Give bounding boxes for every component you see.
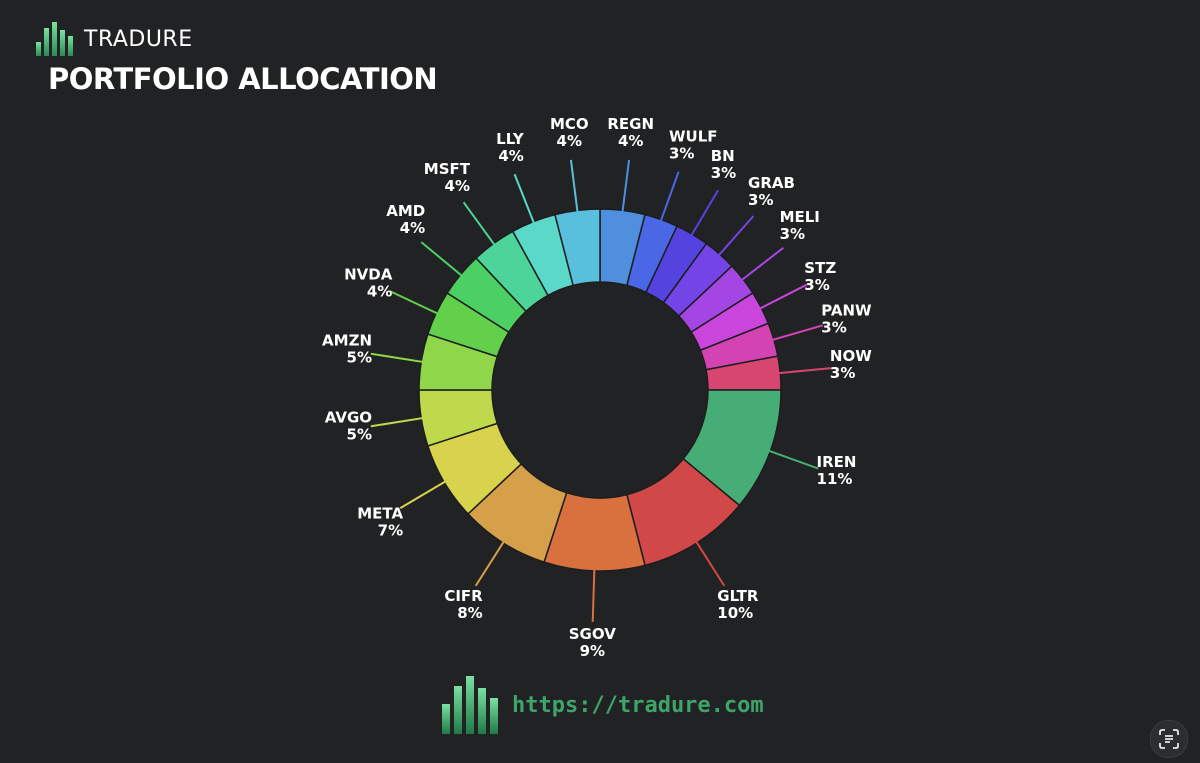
slice-label-wulf: WULF [669,127,718,145]
leader-line-stz [757,283,808,311]
text-scan-icon [1159,729,1179,749]
slice-value-lly: 4% [498,147,523,165]
slice-label-iren: IREN [817,453,857,471]
bar-chart-logo-icon [36,22,73,56]
slice-label-avgo: AVGO [325,408,372,426]
slice-value-gltr: 10% [717,604,753,622]
brand-name: TRADURE [84,26,193,52]
leader-line-gltr [693,538,726,587]
slice-label-sgov: SGOV [569,625,616,643]
leader-line-wulf [659,171,680,224]
slice-value-msft: 4% [445,177,470,195]
slice-value-meli: 3% [780,225,805,243]
slice-value-meta: 7% [378,522,403,540]
leader-line-regn [621,159,631,215]
leader-line-msft [462,201,497,248]
slice-value-wulf: 3% [669,144,694,162]
slice-value-sgov: 9% [580,642,605,660]
leader-line-meta [399,479,449,509]
slice-value-iren: 11% [817,470,853,488]
slice-label-regn: REGN [607,115,654,133]
leader-line-panw [769,324,824,342]
slice-value-amd: 4% [400,219,425,237]
slice-label-cifr: CIFR [444,587,483,605]
slice-label-stz: STZ [804,259,836,277]
brand: TRADURE [36,22,193,56]
slice-label-now: NOW [830,347,872,365]
leader-line-iren [766,449,819,470]
leader-line-sgov [591,566,596,622]
slice-value-regn: 4% [618,132,643,150]
slice-value-cifr: 8% [457,604,482,622]
slice-label-gltr: GLTR [717,587,759,605]
slice-label-amd: AMD [386,202,425,220]
slice-value-grab: 3% [748,191,773,209]
leader-line-now [776,367,832,375]
leader-line-grab [716,215,755,258]
slice-label-meli: MELI [780,208,820,226]
slice-value-nvda: 4% [367,283,392,301]
leader-line-amzn [370,352,426,364]
slice-label-nvda: NVDA [344,266,393,284]
slice-label-grab: GRAB [748,174,795,192]
leader-line-nvda [389,290,441,316]
slice-value-panw: 3% [821,319,846,337]
footer: https://tradure.com [442,676,764,734]
slice-label-meta: META [357,505,403,523]
slice-value-stz: 3% [804,276,829,294]
slice-label-mco: MCO [550,115,589,133]
slice-label-panw: PANW [821,302,872,320]
leader-line-bn [689,189,719,239]
slice-value-amzn: 5% [347,349,372,367]
leader-line-mco [569,159,579,215]
slice-label-msft: MSFT [424,160,471,178]
leader-line-cifr [474,538,507,587]
page-title: PORTFOLIO ALLOCATION [48,62,438,96]
leader-line-meli [739,247,784,283]
slice-label-amzn: AMZN [322,332,372,350]
slice-mco[interactable] [554,208,601,287]
slice-value-avgo: 5% [347,425,372,443]
leader-line-amd [420,241,465,278]
website-link[interactable]: https://tradure.com [512,692,764,718]
leader-line-lly [513,173,536,226]
slice-value-now: 3% [830,364,855,382]
slice-value-mco: 4% [557,132,582,150]
text-scan-button[interactable] [1150,720,1188,758]
bar-chart-logo-icon [442,676,498,734]
slice-label-lly: LLY [496,130,525,148]
slice-value-bn: 3% [711,164,736,182]
slice-label-bn: BN [711,147,735,165]
leader-line-avgo [370,416,426,428]
